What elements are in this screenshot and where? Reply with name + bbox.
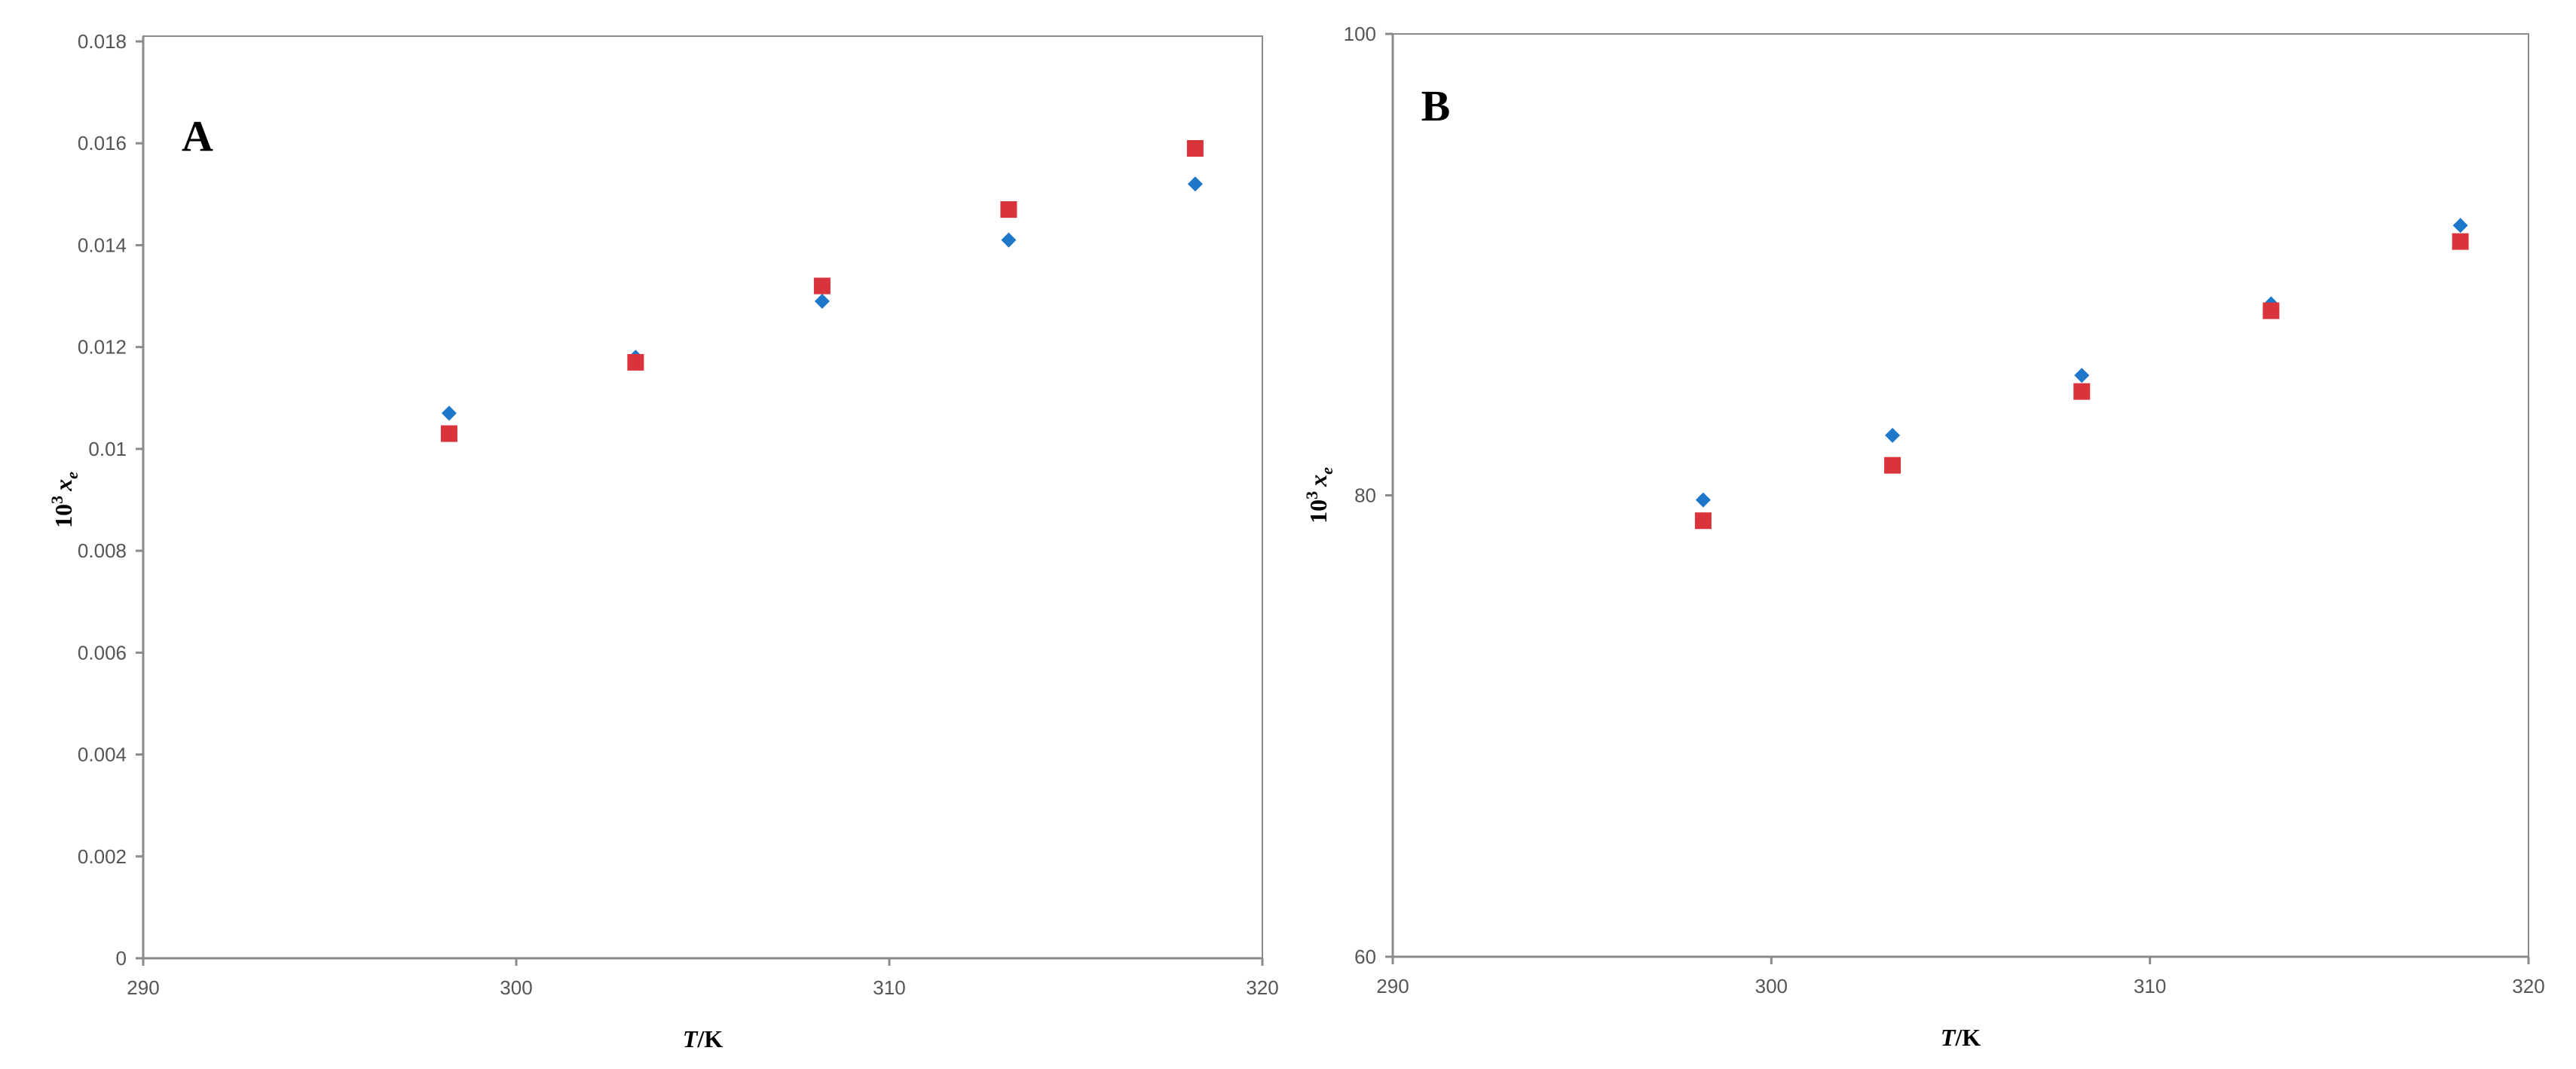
y-tick-label: 60: [1354, 945, 1376, 968]
panel-label: B: [1421, 81, 1451, 130]
x-tick-label: 310: [2134, 975, 2166, 997]
y-tick-label: 0.018: [78, 30, 127, 53]
panel-label: A: [182, 111, 213, 160]
y-axis-title: 103xe: [1302, 467, 1336, 524]
x-axis-title: T/K: [683, 1025, 723, 1052]
y-tick-label: 0.006: [78, 641, 127, 664]
plot-frame: [1392, 33, 2529, 958]
y-tick-label: 0.004: [78, 744, 127, 766]
data-point-diamond: [814, 293, 830, 309]
x-tick-label: 320: [2512, 975, 2544, 997]
data-point-diamond: [2452, 218, 2468, 234]
data-point-square: [627, 353, 644, 371]
data-point-square: [2073, 383, 2091, 400]
y-tick-label: 0.014: [78, 234, 127, 256]
data-point-square: [2452, 233, 2469, 250]
data-point-square: [440, 425, 457, 442]
plot-frame: [142, 35, 1263, 959]
y-tick-label: 0.01: [88, 438, 127, 460]
data-point-diamond: [1001, 232, 1017, 248]
data-point-diamond: [2074, 368, 2090, 383]
data-point-square: [1884, 457, 1901, 474]
y-tick-label: 0: [116, 947, 127, 970]
x-tick-label: 300: [1755, 975, 1788, 997]
y-tick-label: 100: [1344, 23, 1376, 45]
data-point-square: [2262, 302, 2280, 319]
y-tick-label: 0.008: [78, 539, 127, 562]
x-tick-label: 300: [500, 976, 532, 999]
x-tick-label: 290: [1376, 975, 1409, 997]
data-point-square: [813, 277, 831, 295]
data-point-square: [1694, 512, 1712, 530]
x-tick-label: 310: [873, 976, 905, 999]
chart-panel-b: 60 80 100 290 300 310 320 T/K 103xe B: [1302, 23, 2545, 1051]
data-point-square: [1000, 201, 1017, 218]
x-tick-label: 320: [1246, 976, 1278, 999]
chart-panel-a: 0 0.002 0.004 0.006 0.008 0.01 0.012 0.014 0.016…: [47, 30, 1279, 1052]
x-axis-title: T/K: [1941, 1024, 1981, 1051]
y-tick-label: 0.002: [78, 845, 127, 868]
y-tick-label: 0.012: [78, 336, 127, 359]
data-point-diamond: [1187, 176, 1203, 192]
y-tick-label: 80: [1354, 484, 1376, 507]
data-point-diamond: [1695, 492, 1711, 508]
data-point-square: [1186, 139, 1204, 157]
x-tick-label: 290: [127, 976, 159, 999]
data-point-diamond: [1885, 427, 1901, 443]
y-axis-title: 103xe: [47, 472, 81, 528]
y-tick-label: 0.016: [78, 132, 127, 154]
data-point-diamond: [441, 405, 457, 421]
